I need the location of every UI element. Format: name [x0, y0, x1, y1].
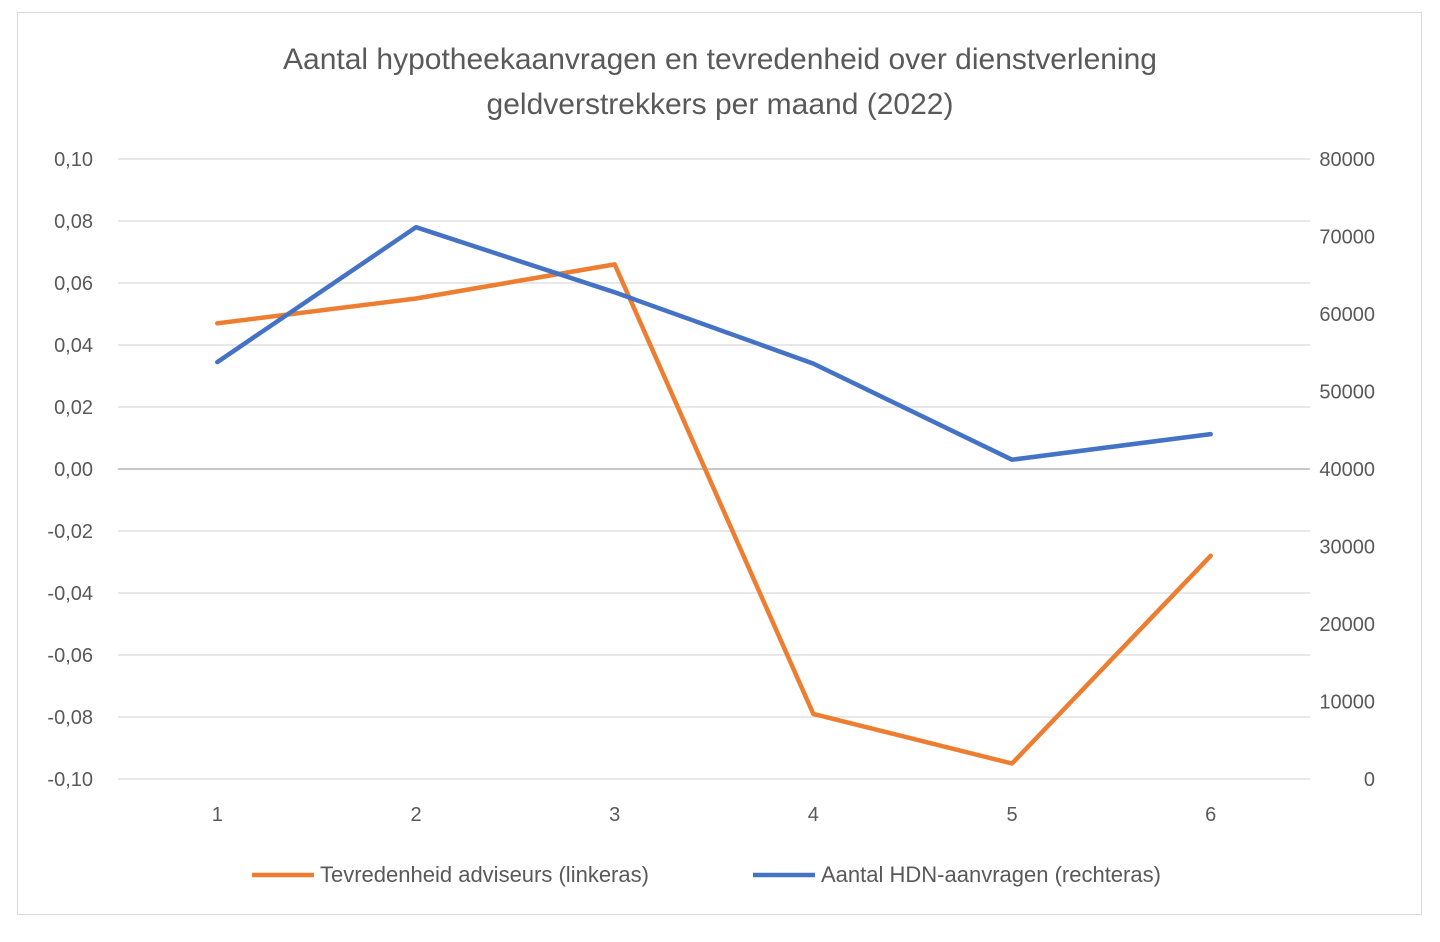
- left-axis-tick-label: 0,08: [54, 211, 93, 233]
- left-axis-tick-label: 0,02: [54, 397, 93, 419]
- gridlines: [118, 158, 1310, 780]
- left-axis-tick-label: 0,00: [54, 459, 93, 481]
- legend: Tevredenheid adviseurs (linkeras) Aantal …: [252, 862, 1161, 887]
- chart-frame: Aantal hypotheekaanvragen en tevredenhei…: [17, 12, 1422, 915]
- x-axis-tick-label: 5: [1006, 804, 1017, 826]
- chart-title: Aantal hypotheekaanvragen en tevredenhei…: [283, 43, 1157, 121]
- right-axis-tick-label: 0: [1364, 769, 1375, 791]
- left-axis-tick-label: -0,02: [47, 521, 93, 543]
- right-axis-tick-label: 80000: [1319, 149, 1375, 171]
- x-axis-tick-label: 1: [212, 804, 223, 826]
- right-axis: 80000 70000 60000 50000 40000 30000 20000 10000…: [1319, 149, 1375, 791]
- left-axis-tick-label: 0,06: [54, 273, 93, 295]
- right-axis-tick-label: 40000: [1319, 459, 1375, 481]
- left-axis-tick-label: -0,10: [47, 769, 93, 791]
- series-lines: [215, 224, 1213, 766]
- x-axis-tick-label: 4: [808, 804, 819, 826]
- right-axis-tick-label: 60000: [1319, 304, 1375, 326]
- chart-svg: Aantal hypotheekaanvragen en tevredenhei…: [47, 43, 1375, 887]
- left-axis-tick-label: -0,06: [47, 645, 93, 667]
- x-axis-tick-label: 6: [1205, 804, 1216, 826]
- x-axis-tick-label: 2: [410, 804, 421, 826]
- x-axis: 1 2 3 4 5 6: [212, 804, 1216, 826]
- left-axis-tick-label: -0,08: [47, 707, 93, 729]
- x-axis-tick-label: 3: [609, 804, 620, 826]
- right-axis-tick-label: 20000: [1319, 614, 1375, 636]
- right-axis-tick-label: 70000: [1319, 227, 1375, 249]
- series-line-2: [215, 224, 1213, 462]
- right-axis-tick-label: 10000: [1319, 692, 1375, 714]
- right-axis-tick-label: 50000: [1319, 382, 1375, 404]
- left-axis-tick-label: -0,04: [47, 583, 93, 605]
- left-axis-tick-label: 0,10: [54, 149, 93, 171]
- right-axis-tick-label: 30000: [1319, 537, 1375, 559]
- legend-label-1: Tevredenheid adviseurs (linkeras): [320, 862, 649, 887]
- left-axis-tick-label: 0,04: [54, 335, 93, 357]
- chart-title-line-1: Aantal hypotheekaanvragen en tevredenhei…: [283, 43, 1157, 76]
- series-line-1: [215, 262, 1213, 766]
- chart-title-line-2: geldverstrekkers per maand (2022): [487, 88, 954, 121]
- legend-label-2: Aantal HDN-aanvragen (rechteras): [821, 862, 1161, 887]
- left-axis: 0,10 0,08 0,06 0,04 0,02 0,00 -0,02 -0,04 -0,06 -…: [47, 149, 93, 791]
